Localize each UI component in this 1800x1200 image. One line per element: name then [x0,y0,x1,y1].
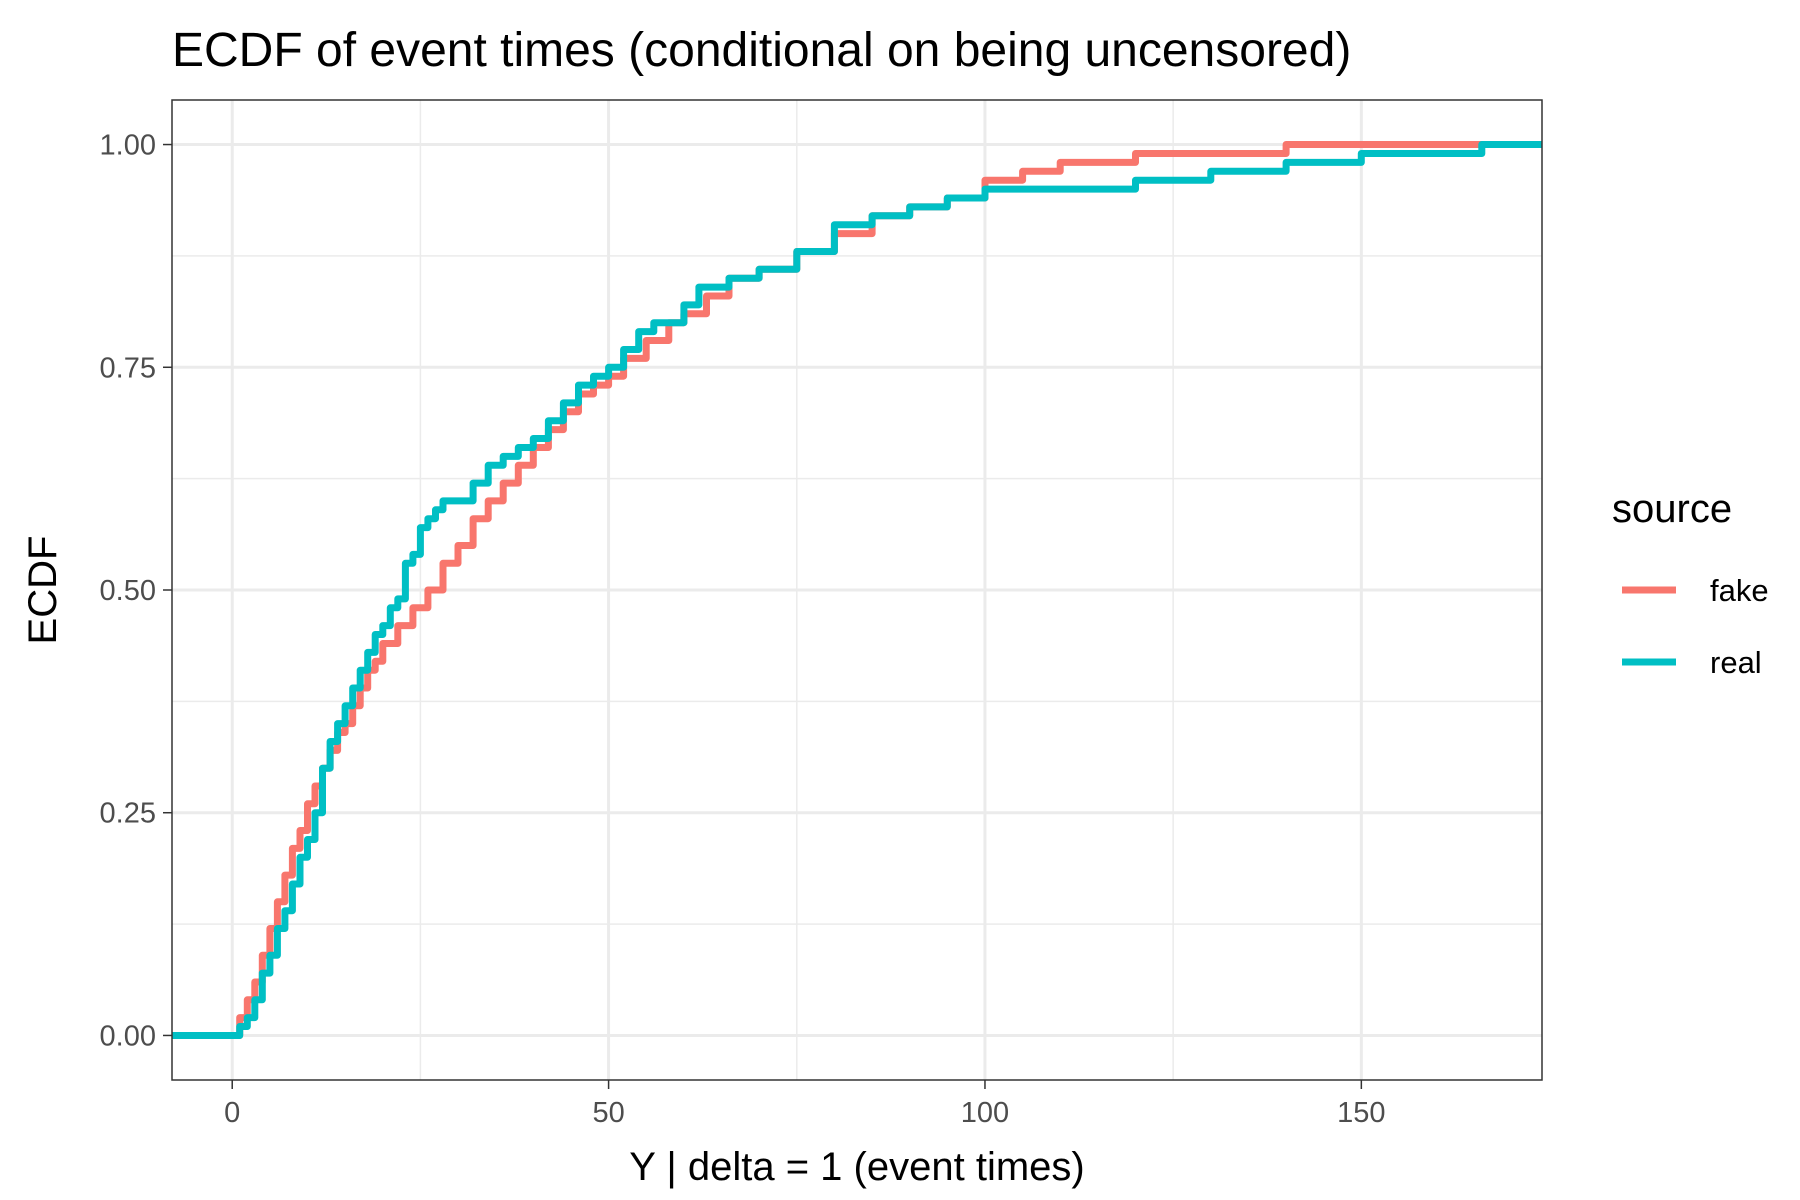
y-tick-label: 0.00 [100,1020,156,1052]
legend: source fake real [1612,487,1769,680]
x-tick-label: 50 [592,1097,624,1129]
y-tick-label: 0.50 [100,575,156,607]
x-tick-label: 0 [224,1097,240,1129]
x-tick-label: 100 [961,1097,1009,1129]
legend-label-real: real [1710,645,1762,680]
y-tick-label: 0.75 [100,352,156,384]
chart-title: ECDF of event times (conditional on bein… [172,24,1351,77]
x-tick-label: 150 [1337,1097,1385,1129]
y-tick-label: 1.00 [100,130,156,162]
series-lines [172,141,1542,1039]
series-line-real [172,141,1542,1039]
y-axis-title: ECDF [21,536,65,645]
major-gridlines [172,100,1542,1080]
y-tick-label: 0.25 [100,798,156,830]
legend-label-fake: fake [1710,573,1769,608]
y-axis: 0.00 0.25 0.50 0.75 1.00 [100,130,172,1052]
x-axis: 0 50 100 150 [224,1080,1386,1129]
legend-title: source [1612,487,1732,531]
x-axis-title: Y | delta = 1 (event times) [629,1145,1084,1189]
